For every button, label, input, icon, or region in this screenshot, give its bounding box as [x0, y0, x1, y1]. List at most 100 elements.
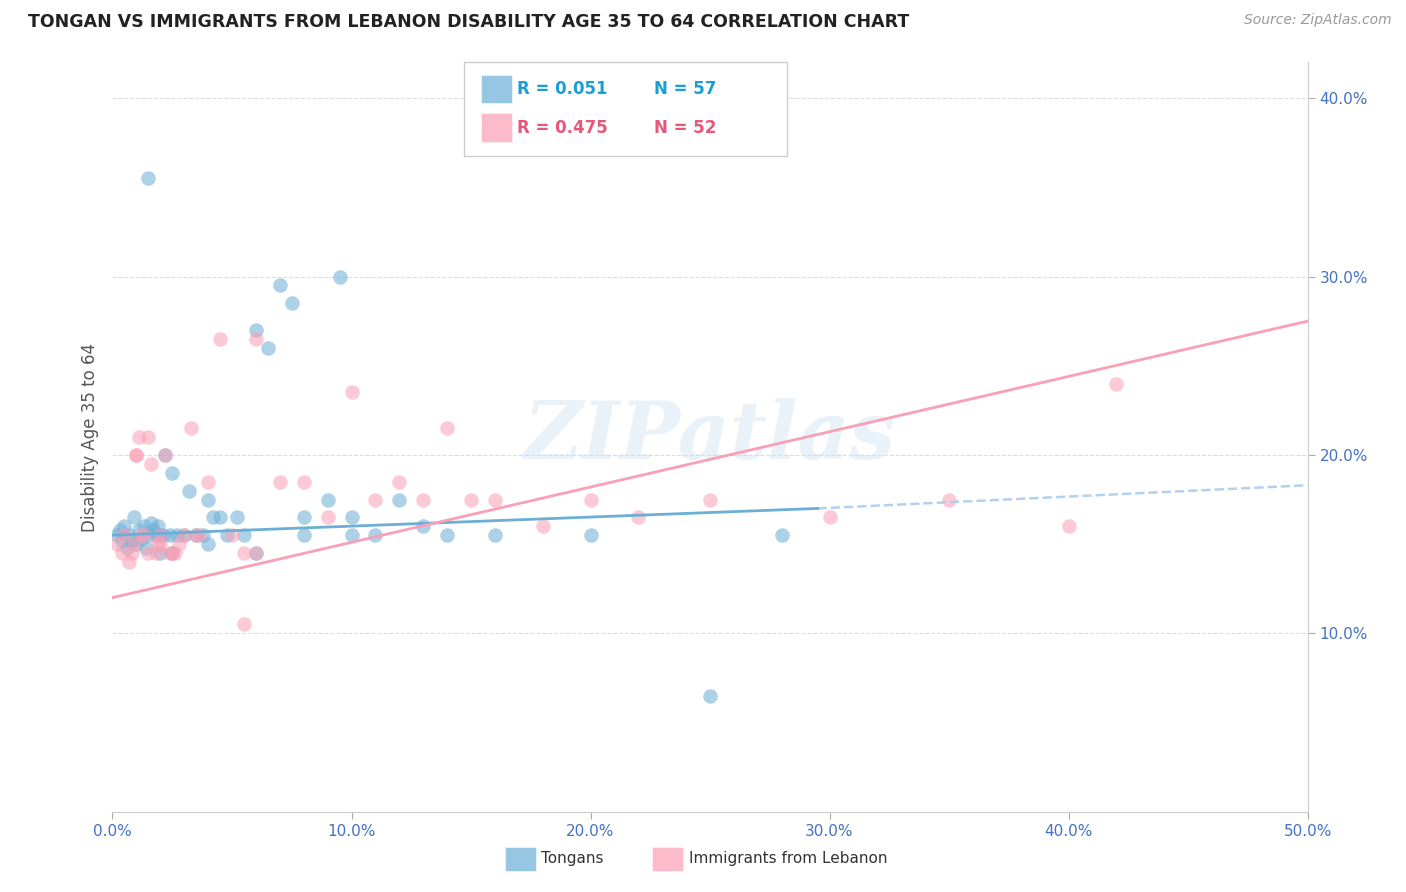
Point: [159, 528, 181, 542]
Point: [145, 546, 167, 560]
Point: [225, 510, 247, 524]
Text: R = 0.475: R = 0.475: [517, 119, 609, 136]
Point: [186, 528, 208, 542]
Point: [531, 519, 554, 533]
Point: [132, 528, 155, 542]
Point: [138, 528, 160, 542]
Point: [139, 457, 162, 471]
Point: [125, 448, 148, 462]
Point: [627, 510, 650, 524]
Point: [1105, 376, 1128, 391]
Text: Immigrants from Lebanon: Immigrants from Lebanon: [689, 851, 887, 865]
Point: [245, 323, 267, 337]
Point: [281, 296, 304, 310]
Point: [193, 528, 215, 542]
Point: [197, 537, 219, 551]
Point: [938, 492, 960, 507]
Point: [197, 492, 219, 507]
Text: R = 0.051: R = 0.051: [517, 80, 607, 98]
Point: [125, 448, 148, 462]
Point: [121, 546, 143, 560]
Point: [436, 421, 458, 435]
Point: [388, 492, 411, 507]
Point: [115, 541, 138, 555]
Point: [162, 546, 183, 560]
Point: [149, 528, 172, 542]
Point: [180, 421, 202, 435]
Point: [122, 510, 145, 524]
Point: [135, 541, 157, 555]
Point: [197, 475, 219, 489]
Point: [818, 510, 841, 524]
Point: [153, 448, 176, 462]
Point: [1057, 519, 1080, 533]
Point: [118, 528, 141, 542]
Point: [105, 528, 128, 542]
Point: [484, 528, 506, 542]
Point: [484, 492, 506, 507]
Point: [257, 341, 280, 355]
Text: Tongans: Tongans: [541, 851, 603, 865]
Point: [340, 510, 363, 524]
Point: [128, 523, 150, 537]
Point: [142, 523, 165, 537]
Point: [364, 528, 387, 542]
Point: [145, 528, 167, 542]
Point: [122, 537, 145, 551]
Point: [436, 528, 458, 542]
Point: [269, 278, 291, 293]
Point: [579, 492, 602, 507]
Point: [177, 483, 200, 498]
Point: [108, 523, 131, 537]
Point: [209, 510, 232, 524]
Point: [149, 546, 172, 560]
Point: [579, 528, 602, 542]
Point: [163, 546, 186, 560]
Point: [129, 528, 152, 542]
Point: [388, 475, 411, 489]
Text: N = 52: N = 52: [654, 119, 716, 136]
Point: [111, 546, 134, 560]
Point: [152, 528, 174, 542]
Point: [149, 528, 172, 542]
Point: [221, 528, 243, 542]
Text: ZIPatlas: ZIPatlas: [524, 399, 896, 475]
Text: TONGAN VS IMMIGRANTS FROM LEBANON DISABILITY AGE 35 TO 64 CORRELATION CHART: TONGAN VS IMMIGRANTS FROM LEBANON DISABI…: [28, 13, 910, 31]
Point: [173, 528, 195, 542]
Point: [340, 385, 363, 400]
Point: [233, 617, 256, 632]
Point: [460, 492, 482, 507]
Point: [111, 533, 134, 548]
Point: [169, 537, 191, 551]
Point: [132, 519, 155, 533]
Point: [699, 492, 721, 507]
Point: [292, 475, 315, 489]
Point: [245, 546, 267, 560]
Point: [128, 430, 150, 444]
Point: [245, 546, 267, 560]
Point: [114, 519, 135, 533]
Point: [121, 533, 143, 548]
Point: [153, 448, 176, 462]
Point: [139, 516, 162, 530]
Point: [138, 171, 160, 186]
Point: [146, 537, 169, 551]
Point: [146, 519, 169, 533]
Text: Source: ZipAtlas.com: Source: ZipAtlas.com: [1244, 13, 1392, 28]
Point: [245, 332, 267, 346]
Point: [316, 510, 339, 524]
Point: [129, 532, 152, 546]
Point: [292, 528, 315, 542]
Point: [159, 546, 181, 560]
Point: [209, 332, 232, 346]
Point: [138, 546, 160, 560]
Point: [187, 528, 209, 542]
Point: [412, 519, 434, 533]
Point: [162, 466, 183, 480]
Point: [269, 475, 291, 489]
Point: [166, 528, 188, 542]
Point: [699, 689, 721, 703]
Point: [138, 430, 160, 444]
Point: [173, 528, 195, 542]
Point: [292, 510, 315, 524]
